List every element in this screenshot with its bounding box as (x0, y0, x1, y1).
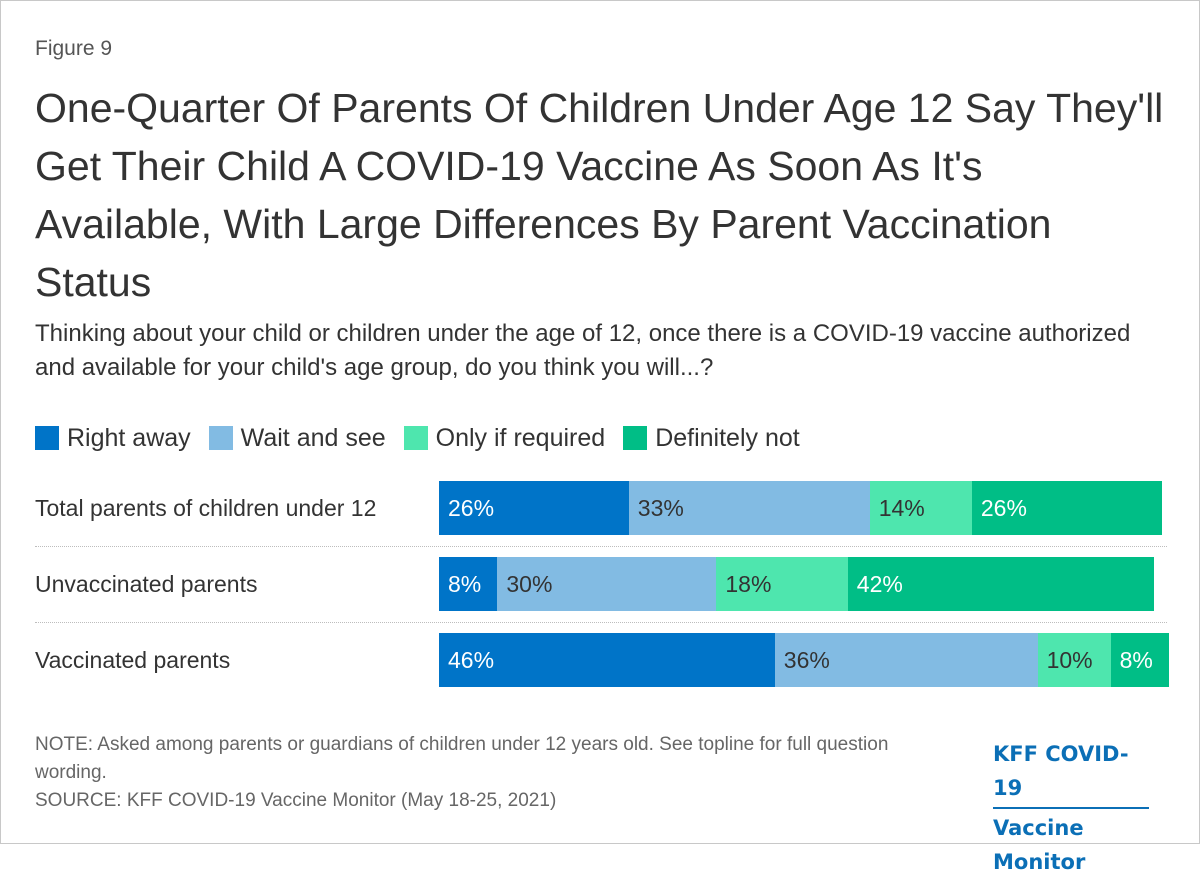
bar-row-1: 8% 30% 18% 42% (439, 557, 1169, 611)
bar-segment-0-3: 26% (971, 481, 1162, 535)
legend-swatch-3 (623, 426, 648, 450)
legend-item-2: Only if required (403, 423, 606, 453)
legend-swatch-1 (208, 426, 233, 450)
data-label-2-1: 36% (783, 646, 830, 673)
row-label-2: Vaccinated parents (35, 647, 231, 673)
data-label-2-3: 8% (1119, 646, 1153, 673)
note-text: NOTE: Asked among parents or guardians o… (35, 734, 889, 783)
chart-legend: Right away Wait and see Only if required De… (35, 421, 818, 455)
data-label-0-0: 26% (448, 494, 495, 521)
legend-label-1: Wait and see (240, 423, 386, 452)
data-label-1-1: 30% (506, 570, 553, 597)
row-label-0: Total parents of children under 12 (35, 495, 377, 521)
figure-label: Figure 9 (35, 37, 113, 60)
bar-segment-1-1: 30% (497, 557, 717, 611)
bar-segment-1-3: 42% (847, 557, 1155, 611)
row-label-1: Unvaccinated parents (35, 571, 258, 597)
bar-segment-2-0: 46% (439, 633, 775, 687)
data-label-1-3: 42% (856, 570, 903, 597)
bar-segment-2-3: 8% (1110, 633, 1169, 687)
kff-logo: KFF COVID-19 Vaccine Monitor (993, 737, 1169, 879)
logo-line-1: KFF COVID-19 (993, 737, 1149, 809)
data-label-1-2: 18% (725, 570, 772, 597)
legend-item-1: Wait and see (208, 423, 386, 453)
bar-segment-0-0: 26% (439, 481, 629, 535)
data-label-2-2: 10% (1046, 646, 1093, 673)
legend-label-0: Right away (67, 423, 191, 452)
source-text: SOURCE: KFF COVID-19 Vaccine Monitor (Ma… (35, 790, 557, 811)
logo-line-2: Vaccine Monitor (993, 816, 1086, 874)
data-label-0-2: 14% (878, 494, 925, 521)
bar-segment-0-2: 14% (869, 481, 972, 535)
footnotes: NOTE: Asked among parents or guardians o… (35, 731, 955, 815)
chart-subtitle: Thinking about your child or children un… (35, 320, 1131, 381)
bar-row-2: 46% 36% 10% 8% (439, 633, 1169, 687)
bar-row-0: 26% 33% 14% 26% (439, 481, 1169, 535)
bar-segment-0-1: 33% (628, 481, 870, 535)
legend-item-0: Right away (35, 424, 191, 453)
row-separator-1 (35, 622, 1167, 623)
chart-title: One-Quarter Of Parents Of Children Under… (35, 85, 1164, 305)
bar-segment-1-0: 8% (439, 557, 498, 611)
data-label-2-0: 46% (448, 646, 495, 673)
bar-segment-2-2: 10% (1037, 633, 1111, 687)
data-label-0-1: 33% (637, 494, 684, 521)
data-label-0-3: 26% (980, 494, 1027, 521)
row-separator-0 (35, 546, 1167, 547)
data-label-1-0: 8% (448, 570, 482, 597)
bar-segment-2-1: 36% (774, 633, 1038, 687)
legend-swatch-2 (403, 426, 428, 450)
legend-label-2: Only if required (435, 423, 606, 452)
bar-segment-1-2: 18% (716, 557, 848, 611)
legend-label-3: Definitely not (655, 423, 800, 452)
legend-swatch-0 (35, 426, 59, 450)
legend-item-3: Definitely not (623, 424, 800, 453)
